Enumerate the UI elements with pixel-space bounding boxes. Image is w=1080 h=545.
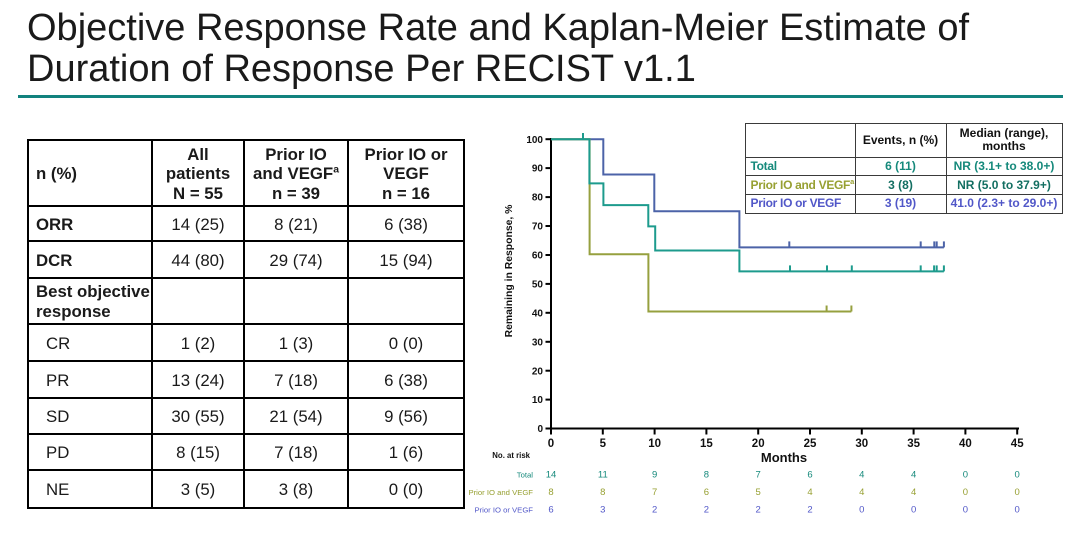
svg-text:0: 0 [1015, 487, 1020, 498]
svg-text:5: 5 [600, 438, 607, 450]
svg-text:2: 2 [807, 505, 812, 516]
svg-text:0: 0 [963, 470, 968, 481]
svg-text:4: 4 [807, 487, 812, 498]
svg-text:Prior IO or VEGF: Prior IO or VEGF [474, 506, 533, 515]
svg-text:80: 80 [532, 193, 544, 204]
svg-text:50: 50 [532, 280, 544, 291]
svg-text:7: 7 [652, 487, 657, 498]
svg-text:8: 8 [704, 470, 709, 481]
svg-text:8: 8 [548, 487, 553, 498]
svg-text:8: 8 [600, 487, 605, 498]
svg-text:90: 90 [532, 164, 544, 175]
svg-text:14: 14 [546, 470, 557, 481]
svg-text:45: 45 [1011, 438, 1024, 450]
svg-text:40: 40 [959, 438, 972, 450]
svg-text:15: 15 [700, 438, 713, 450]
svg-text:0: 0 [537, 424, 543, 435]
svg-text:6: 6 [548, 505, 553, 516]
svg-text:10: 10 [532, 395, 544, 406]
svg-text:35: 35 [907, 438, 920, 450]
svg-text:7: 7 [756, 470, 761, 481]
svg-text:Total: Total [517, 471, 534, 480]
svg-text:60: 60 [532, 251, 544, 262]
svg-text:0: 0 [911, 505, 916, 516]
svg-text:6: 6 [807, 470, 812, 481]
svg-text:Months: Months [761, 450, 807, 465]
svg-text:70: 70 [532, 222, 544, 233]
svg-text:0: 0 [1015, 505, 1020, 516]
svg-text:Prior IO and VEGF: Prior IO and VEGF [468, 488, 533, 497]
svg-text:2: 2 [652, 505, 657, 516]
svg-text:2: 2 [704, 505, 709, 516]
svg-text:4: 4 [911, 470, 916, 481]
svg-text:0: 0 [548, 438, 554, 450]
svg-text:2: 2 [756, 505, 761, 516]
svg-text:Remaining in Response, %: Remaining in Response, % [504, 205, 515, 338]
svg-text:6: 6 [704, 487, 709, 498]
svg-text:30: 30 [855, 438, 868, 450]
svg-text:4: 4 [859, 487, 864, 498]
svg-text:3: 3 [600, 505, 605, 516]
svg-text:0: 0 [963, 505, 968, 516]
svg-text:100: 100 [526, 135, 543, 146]
svg-text:9: 9 [652, 470, 657, 481]
svg-text:0: 0 [963, 487, 968, 498]
svg-text:20: 20 [532, 366, 544, 377]
svg-text:4: 4 [859, 470, 864, 481]
svg-text:11: 11 [598, 470, 608, 481]
svg-text:No. at risk: No. at risk [492, 451, 530, 460]
svg-text:40: 40 [532, 308, 544, 319]
svg-text:0: 0 [1015, 470, 1020, 481]
svg-text:30: 30 [532, 337, 544, 348]
svg-text:0: 0 [859, 505, 864, 516]
svg-text:20: 20 [752, 438, 765, 450]
svg-text:25: 25 [804, 438, 817, 450]
svg-text:10: 10 [648, 438, 661, 450]
svg-text:4: 4 [911, 487, 916, 498]
svg-text:5: 5 [756, 487, 761, 498]
